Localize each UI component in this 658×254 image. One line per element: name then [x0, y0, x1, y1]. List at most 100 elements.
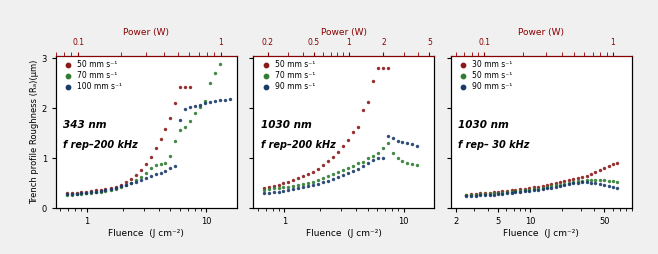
Point — [318, 180, 328, 184]
Point — [274, 190, 284, 194]
Text: f rep–200 kHz: f rep–200 kHz — [63, 140, 138, 150]
Point — [533, 187, 544, 191]
Point — [62, 193, 72, 197]
Point — [563, 181, 574, 185]
Point — [577, 175, 588, 179]
Point — [506, 188, 517, 192]
Point — [111, 187, 121, 191]
Point — [125, 181, 136, 185]
Point — [357, 160, 368, 164]
Point — [338, 168, 348, 172]
Point — [175, 85, 186, 89]
Point — [542, 183, 552, 187]
Point — [322, 174, 333, 178]
Point — [480, 192, 491, 196]
Point — [215, 98, 225, 102]
Point — [538, 186, 548, 190]
Point — [100, 187, 111, 191]
Point — [165, 166, 176, 170]
Point — [160, 127, 170, 131]
Point — [200, 99, 211, 103]
Point — [100, 188, 111, 192]
Point — [550, 181, 561, 185]
Point — [303, 184, 313, 188]
Point — [382, 66, 393, 70]
Point — [353, 125, 363, 129]
Point — [338, 173, 348, 177]
Point — [533, 185, 544, 189]
Point — [466, 193, 476, 197]
Point — [259, 188, 270, 192]
Point — [506, 191, 517, 195]
Point — [86, 190, 96, 194]
Point — [62, 191, 72, 195]
Point — [150, 163, 161, 167]
Point — [195, 105, 205, 109]
Point — [377, 66, 388, 70]
Point — [568, 177, 578, 181]
Point — [293, 176, 303, 180]
Point — [572, 176, 583, 180]
Point — [586, 181, 596, 185]
Point — [130, 173, 141, 177]
Point — [145, 155, 156, 159]
Point — [111, 185, 121, 189]
Point — [572, 179, 583, 183]
Point — [136, 168, 146, 172]
Point — [170, 101, 181, 105]
Point — [90, 188, 101, 192]
Point — [568, 181, 578, 185]
Text: 343 nm: 343 nm — [63, 120, 107, 130]
Point — [155, 162, 166, 166]
Point — [303, 172, 313, 176]
Text: 1030 nm: 1030 nm — [458, 120, 509, 130]
Point — [185, 85, 195, 89]
Point — [382, 141, 393, 145]
Point — [71, 192, 82, 196]
Point — [407, 162, 418, 166]
Point — [515, 189, 526, 193]
Point — [343, 171, 353, 175]
Point — [608, 179, 619, 183]
Point — [322, 179, 333, 183]
Text: f rep– 30 kHz: f rep– 30 kHz — [458, 140, 529, 150]
Point — [519, 188, 530, 192]
Point — [328, 172, 338, 176]
Point — [368, 154, 378, 158]
Point — [524, 189, 534, 193]
Point — [81, 191, 91, 195]
Point — [297, 182, 308, 186]
Point — [318, 163, 328, 167]
Point — [497, 191, 508, 195]
Legend: 50 mm s⁻¹, 70 mm s⁻¹, 100 mm s⁻¹: 50 mm s⁻¹, 70 mm s⁻¹, 100 mm s⁻¹ — [60, 60, 123, 92]
Point — [555, 183, 565, 187]
Point — [150, 172, 161, 176]
Point — [90, 190, 101, 194]
Point — [308, 183, 318, 187]
Point — [170, 164, 181, 168]
Point — [283, 185, 293, 189]
Point — [612, 186, 622, 190]
Point — [510, 188, 520, 192]
Point — [533, 188, 544, 192]
Point — [466, 194, 476, 198]
Point — [288, 187, 298, 191]
Point — [66, 192, 77, 196]
Point — [81, 190, 91, 194]
Point — [594, 182, 605, 186]
Point — [590, 181, 601, 185]
X-axis label: Power (W): Power (W) — [519, 28, 564, 37]
X-axis label: Power (W): Power (W) — [124, 28, 169, 37]
Point — [215, 62, 225, 66]
Point — [264, 187, 274, 191]
Point — [363, 156, 373, 160]
Point — [111, 186, 121, 190]
Point — [66, 193, 77, 197]
Point — [546, 184, 557, 188]
Point — [297, 185, 308, 189]
Point — [497, 192, 508, 196]
Point — [568, 180, 578, 184]
Point — [264, 185, 274, 189]
Point — [130, 178, 141, 182]
Point — [160, 169, 170, 173]
